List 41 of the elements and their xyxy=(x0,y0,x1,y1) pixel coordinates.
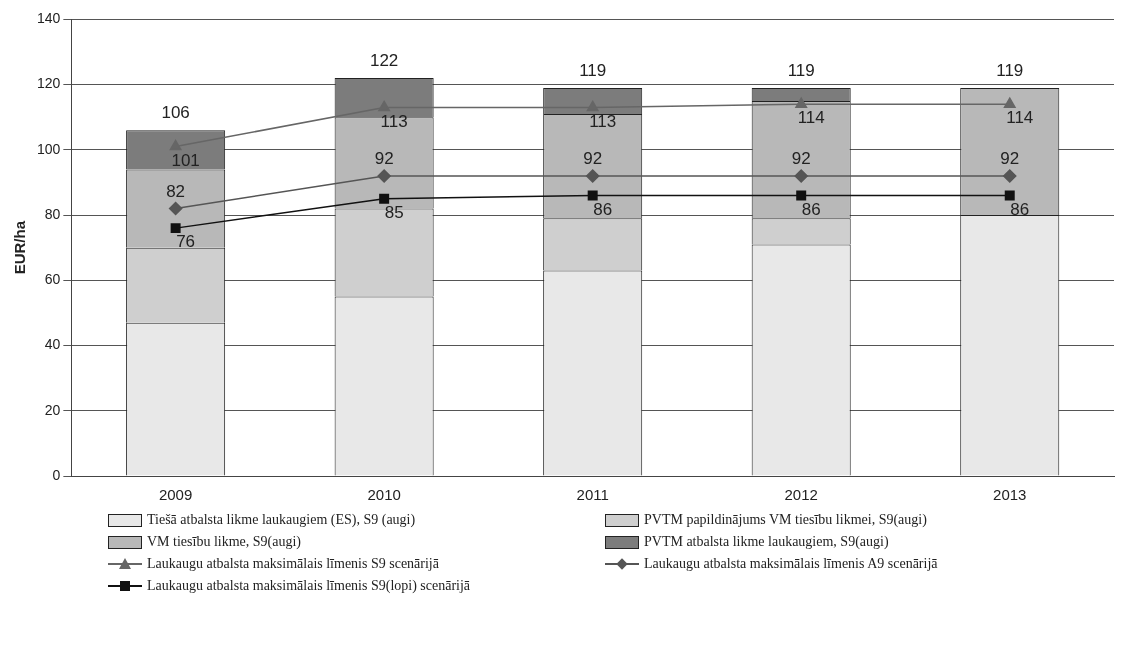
legend-label: Laukaugu atbalsta maksimālais līmenis A9 scenārijā xyxy=(644,556,938,572)
data-label: 76 xyxy=(176,232,196,252)
y-tick-label: 120 xyxy=(37,75,61,92)
x-tick-label: 2010 xyxy=(367,486,401,504)
total-label: 119 xyxy=(579,61,607,81)
x-tick-label: 2013 xyxy=(993,486,1027,504)
data-label: 92 xyxy=(1000,149,1020,169)
data-label: 113 xyxy=(589,111,617,131)
data-label: 113 xyxy=(380,111,408,131)
legend-label: PVTM atbalsta likme laukaugiem, S9(augi) xyxy=(644,534,889,550)
legend-label: Tiešā atbalsta likme laukaugiem (ES), S9 (augi) xyxy=(147,512,416,528)
y-tick-label: 80 xyxy=(44,205,61,222)
data-label: 85 xyxy=(384,202,404,222)
x-tick-label: 2011 xyxy=(576,486,609,504)
legend-label: Laukaugu atbalsta maksimālais līmenis S9(lopi) scenārijā xyxy=(147,578,471,594)
legend-label: VM tiesību likme, S9(augi) xyxy=(147,534,301,550)
data-label: 92 xyxy=(583,149,603,169)
data-label: 82 xyxy=(166,181,186,201)
y-tick-label: 140 xyxy=(37,10,61,27)
data-label: 86 xyxy=(801,199,821,219)
total-label: 119 xyxy=(996,61,1024,81)
y-tick-label: 40 xyxy=(44,336,61,353)
data-label: 114 xyxy=(1006,108,1034,128)
data-label: 101 xyxy=(171,150,200,170)
total-label: 122 xyxy=(369,51,399,71)
x-tick-label: 2009 xyxy=(158,486,193,504)
total-label: 119 xyxy=(787,61,815,81)
x-tick-label: 2012 xyxy=(784,486,818,504)
data-label: 92 xyxy=(791,149,811,169)
legend-label: PVTM papildinājums VM tiesību likmei, S9(augi) xyxy=(644,512,927,528)
y-axis-title: EUR/ha xyxy=(11,220,29,275)
data-label: 86 xyxy=(593,199,613,219)
data-label: 114 xyxy=(797,108,825,128)
y-tick-label: 100 xyxy=(37,140,61,157)
data-label: 86 xyxy=(1010,199,1030,219)
total-label: 106 xyxy=(161,103,190,123)
legend-label: Laukaugu atbalsta maksimālais līmenis S9 scenārijā xyxy=(147,556,439,572)
y-tick-label: 0 xyxy=(52,466,61,483)
y-tick-label: 60 xyxy=(44,271,61,288)
y-tick-label: 20 xyxy=(44,401,61,418)
data-label: 92 xyxy=(374,149,394,169)
